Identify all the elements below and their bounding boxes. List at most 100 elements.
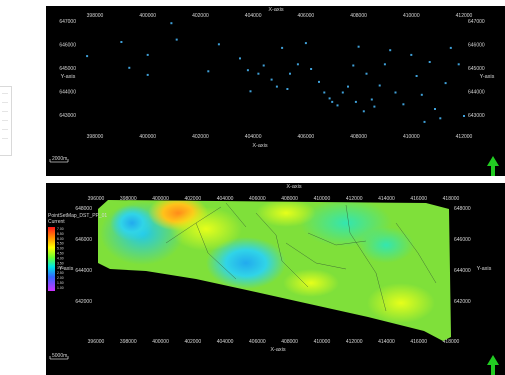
well-point[interactable]: [239, 57, 241, 60]
bottom-x-tick-label: 418000: [443, 339, 460, 345]
surface-color-ramp: [48, 227, 55, 291]
well-point[interactable]: [457, 63, 460, 66]
well-point[interactable]: [296, 63, 299, 66]
top-x-tick-label: 410000: [403, 134, 420, 140]
bottom-y-tick-label: 644000: [454, 268, 471, 274]
legend-value: 2.00: [57, 276, 64, 280]
well-point[interactable]: [328, 97, 331, 100]
well-point[interactable]: [323, 91, 326, 94]
bottom-x-tick-label: 408000: [281, 339, 298, 345]
well-point[interactable]: [439, 117, 442, 120]
well-point[interactable]: [383, 63, 386, 66]
well-point[interactable]: [449, 46, 452, 49]
bottom-x-tick-label: 408000: [281, 196, 298, 202]
well-location-map[interactable]: X-axis 398000 400000 402000 404000 406000 408…: [46, 6, 505, 176]
bottom-y-tick-label: 648000: [454, 206, 471, 212]
top-x-tick-label: 406000: [298, 134, 315, 140]
well-point[interactable]: [357, 45, 360, 48]
well-point[interactable]: [415, 75, 418, 77]
well-point[interactable]: [354, 100, 357, 103]
bottom-x-tick-label: 400000: [152, 339, 169, 345]
bottom-y-tick-label: 646000: [75, 237, 92, 243]
top-y-tick-label: 644000: [59, 90, 76, 96]
well-point[interactable]: [146, 53, 149, 56]
well-point[interactable]: [120, 41, 123, 43]
bottom-y-tick-label: 642000: [454, 299, 471, 305]
well-point[interactable]: [331, 100, 334, 103]
bottom-x-axis-title-bottom: X-axis: [270, 347, 286, 353]
top-x-tick-label: 410000: [403, 13, 420, 19]
well-point[interactable]: [318, 80, 320, 83]
well-point[interactable]: [444, 82, 447, 85]
legend-value: 1.50: [57, 281, 64, 285]
well-point[interactable]: [365, 72, 368, 75]
well-point[interactable]: [207, 70, 210, 73]
well-point[interactable]: [304, 42, 307, 45]
top-x-tick-label: 408000: [350, 13, 367, 19]
well-point[interactable]: [463, 115, 465, 117]
top-y-tick-label: 646000: [468, 43, 485, 49]
well-point[interactable]: [428, 61, 431, 63]
well-point[interactable]: [410, 53, 413, 56]
well-point[interactable]: [389, 49, 392, 52]
top-y-axis-title-left: Y-axis: [61, 74, 76, 80]
bottom-x-tick-label: 412000: [346, 339, 363, 345]
top-x-tick-label: 400000: [139, 13, 156, 19]
well-point[interactable]: [286, 88, 289, 90]
bottom-x-tick-label: 396000: [88, 196, 105, 202]
well-point[interactable]: [352, 64, 355, 67]
well-point[interactable]: [310, 68, 313, 70]
legend-value: 3.50: [57, 261, 64, 265]
well-point[interactable]: [275, 85, 278, 88]
bottom-x-axis-title-top: X-axis: [286, 184, 302, 190]
well-point[interactable]: [378, 84, 381, 87]
top-x-tick-label: 412000: [456, 134, 473, 140]
bottom-north-arrow-icon: [487, 355, 499, 375]
well-point[interactable]: [146, 73, 149, 76]
top-x-tick-label: 400000: [139, 134, 156, 140]
well-point[interactable]: [249, 90, 252, 93]
bottom-x-tick-label: 404000: [217, 339, 234, 345]
well-point[interactable]: [289, 72, 291, 75]
well-point[interactable]: [347, 85, 349, 88]
legend-value: 7.00: [57, 227, 64, 231]
well-point[interactable]: [170, 22, 173, 25]
well-point[interactable]: [420, 93, 423, 96]
top-x-axis-title-top: X-axis: [268, 7, 284, 13]
well-location-map-svg: X-axis 398000 400000 402000 404000 406000 408…: [49, 7, 499, 176]
bottom-x-tick-label: 400000: [152, 196, 169, 202]
well-point[interactable]: [341, 91, 344, 94]
bottom-x-tick-label: 416000: [410, 339, 427, 345]
well-point[interactable]: [175, 38, 178, 41]
well-point[interactable]: [434, 108, 436, 110]
bottom-y-axis-title-left: Y-axis: [59, 266, 74, 272]
well-point[interactable]: [362, 110, 365, 113]
well-point[interactable]: [394, 91, 397, 94]
top-y-tick-label: 643000: [468, 113, 485, 119]
top-y-tick-label: 647000: [59, 19, 76, 25]
well-point[interactable]: [423, 120, 426, 123]
well-point[interactable]: [217, 43, 220, 46]
well-point[interactable]: [257, 72, 260, 75]
top-x-tick-label: 408000: [350, 134, 367, 140]
well-point[interactable]: [262, 64, 265, 67]
well-point[interactable]: [270, 78, 273, 81]
property-surface-map[interactable]: X-axis 396000 398000 400000 402000 404000 406…: [46, 183, 505, 375]
top-x-tick-label: 398000: [87, 13, 104, 19]
well-point[interactable]: [402, 103, 405, 106]
well-point[interactable]: [86, 55, 89, 58]
well-point[interactable]: [128, 66, 131, 69]
well-point[interactable]: [373, 105, 376, 108]
well-point[interactable]: [246, 69, 249, 72]
legend-value: 5.00: [57, 247, 64, 251]
well-point[interactable]: [370, 98, 373, 101]
bottom-x-tick-label: 410000: [314, 339, 331, 345]
top-scale-bar: 2000m: [49, 156, 69, 163]
top-y-axis-title-right: Y-axis: [480, 74, 495, 80]
bottom-y-axis-title-right: Y-axis: [477, 266, 492, 272]
well-point[interactable]: [336, 104, 339, 107]
top-north-arrow-icon: [487, 156, 499, 176]
well-point[interactable]: [281, 46, 284, 49]
bottom-x-tick-label: 402000: [184, 339, 201, 345]
top-y-tick-label: 643000: [59, 113, 76, 119]
